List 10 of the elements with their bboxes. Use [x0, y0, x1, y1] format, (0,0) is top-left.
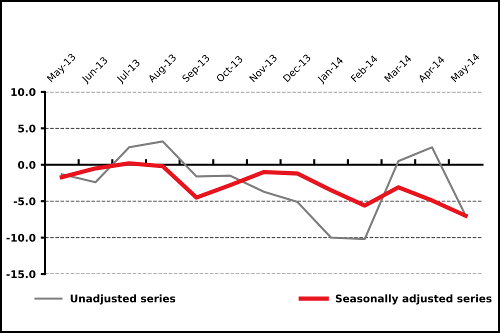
line-series: [60, 140, 467, 240]
y-tick-label: -5.0: [14, 197, 36, 206]
legend-label: Seasonally adjusted series: [336, 294, 492, 305]
legend-label: Unadjusted series: [70, 294, 176, 305]
y-tick-label: -10.0: [6, 234, 36, 242]
y-tick-label: -15.0: [6, 270, 36, 278]
y-tick-label: 5.0: [18, 124, 36, 132]
y-tick-label: 10.0: [11, 88, 36, 96]
line-series: [60, 161, 468, 218]
y-tick-label: 0.0: [18, 160, 36, 169]
